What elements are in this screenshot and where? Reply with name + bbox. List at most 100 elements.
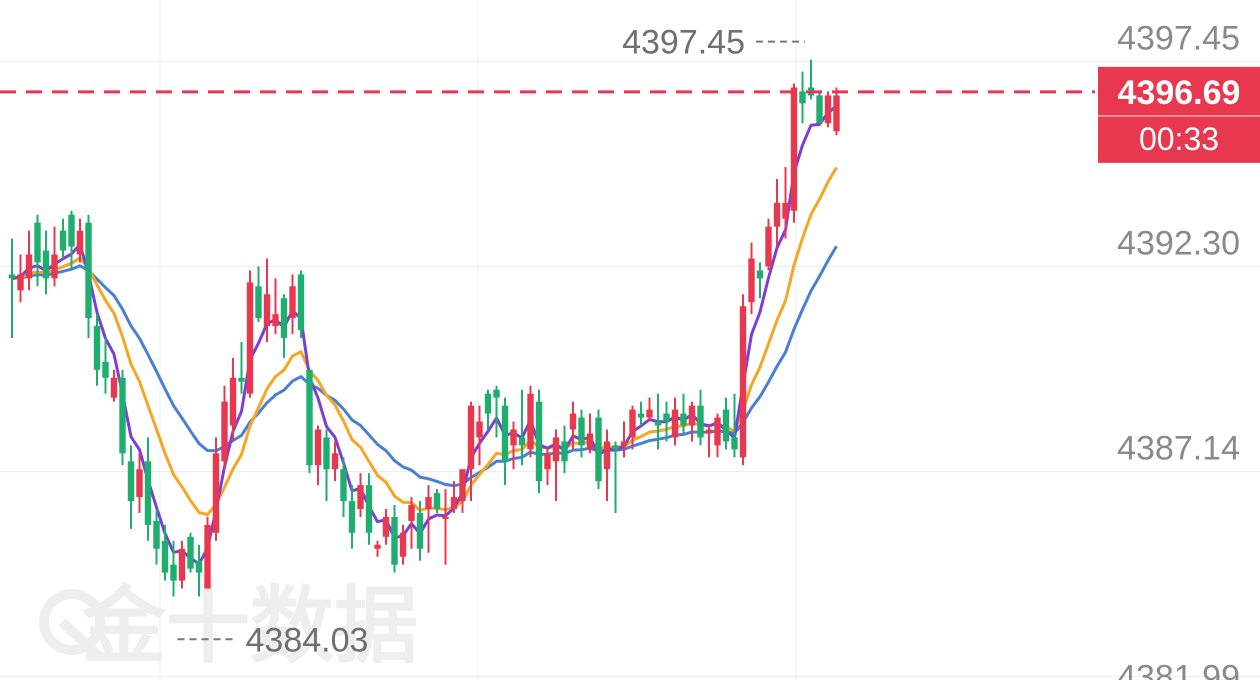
low-marker-label: 4384.03 [246, 621, 369, 659]
candle-body [637, 413, 645, 418]
candle-body [306, 369, 313, 466]
candle-body [246, 282, 254, 394]
candle [297, 270, 305, 339]
candle [255, 266, 262, 323]
candle-body [578, 417, 585, 446]
candle [501, 397, 509, 486]
candle [773, 178, 781, 247]
candle-body [688, 405, 696, 426]
candle-body [204, 524, 211, 589]
candle [442, 489, 449, 565]
candle-body [790, 87, 798, 211]
candle [731, 393, 738, 458]
candle [629, 405, 636, 450]
candle-body [263, 294, 271, 327]
candle-body [476, 421, 483, 438]
candle-body [833, 95, 840, 132]
candle-body [510, 429, 517, 446]
candle [569, 401, 577, 450]
candle [425, 485, 432, 553]
candle [799, 71, 806, 124]
candle [595, 409, 602, 490]
candle [272, 278, 279, 335]
candle [187, 532, 194, 573]
candle [790, 83, 798, 223]
candle [221, 385, 228, 470]
candle [765, 218, 772, 271]
candle-body [178, 548, 186, 581]
candle-body [357, 485, 364, 510]
candle-body [773, 202, 781, 227]
candle [807, 59, 815, 100]
ma-slow-line [11, 245, 838, 488]
candle [365, 473, 373, 545]
candle-body [382, 516, 390, 537]
candle-body [705, 429, 713, 434]
candle-body [484, 393, 492, 414]
candle-body [399, 532, 407, 557]
candle [552, 429, 560, 502]
candle [68, 210, 75, 271]
candle [739, 294, 747, 466]
candle [238, 341, 245, 394]
candle-body [552, 437, 560, 462]
candle-body [229, 377, 237, 426]
candle-body [603, 441, 611, 470]
candle [42, 230, 50, 295]
candle [714, 413, 721, 458]
candle-body [629, 409, 636, 438]
candle [25, 230, 33, 291]
candle [578, 409, 585, 458]
candle-body [289, 286, 296, 319]
candle [170, 540, 177, 597]
candle-body [238, 377, 245, 382]
candle [212, 437, 220, 541]
candle [178, 540, 186, 589]
candle-body [76, 230, 84, 255]
candle [51, 226, 58, 287]
candle-body [765, 226, 772, 267]
candle-body [323, 437, 330, 470]
candle-body [408, 505, 415, 521]
candle [450, 481, 458, 513]
candle-body [102, 361, 109, 378]
candle [229, 357, 237, 442]
candle [340, 457, 347, 517]
candle-body [212, 453, 220, 533]
candle [782, 167, 789, 239]
candle [127, 445, 135, 529]
candle-body [255, 286, 262, 319]
candle [314, 425, 322, 486]
candles [8, 59, 840, 597]
candle [85, 214, 92, 339]
candle-body [195, 560, 203, 573]
candle-body [187, 536, 194, 569]
candle-body [34, 222, 41, 263]
candle [153, 509, 160, 565]
candle [246, 270, 254, 398]
candle-body [161, 540, 169, 573]
candle [263, 258, 271, 342]
candle [161, 524, 169, 581]
candle-body [110, 377, 118, 398]
candle [408, 497, 415, 549]
candle [467, 401, 475, 502]
candle [204, 516, 211, 589]
candle-body [425, 497, 432, 510]
candle [459, 469, 466, 513]
candle [816, 91, 823, 124]
candle-body [68, 214, 75, 247]
watermark-logo-icon [39, 589, 105, 659]
candle-body [586, 433, 594, 450]
candle-body [365, 485, 373, 533]
candle [382, 509, 390, 545]
candle-body [663, 413, 670, 422]
candle-body [331, 453, 339, 470]
candle [646, 397, 653, 422]
candle-body [493, 389, 500, 398]
candle [119, 369, 126, 466]
candle-body [119, 377, 126, 454]
candle-body [8, 274, 16, 279]
candle [561, 425, 568, 474]
candle-body [221, 401, 228, 462]
